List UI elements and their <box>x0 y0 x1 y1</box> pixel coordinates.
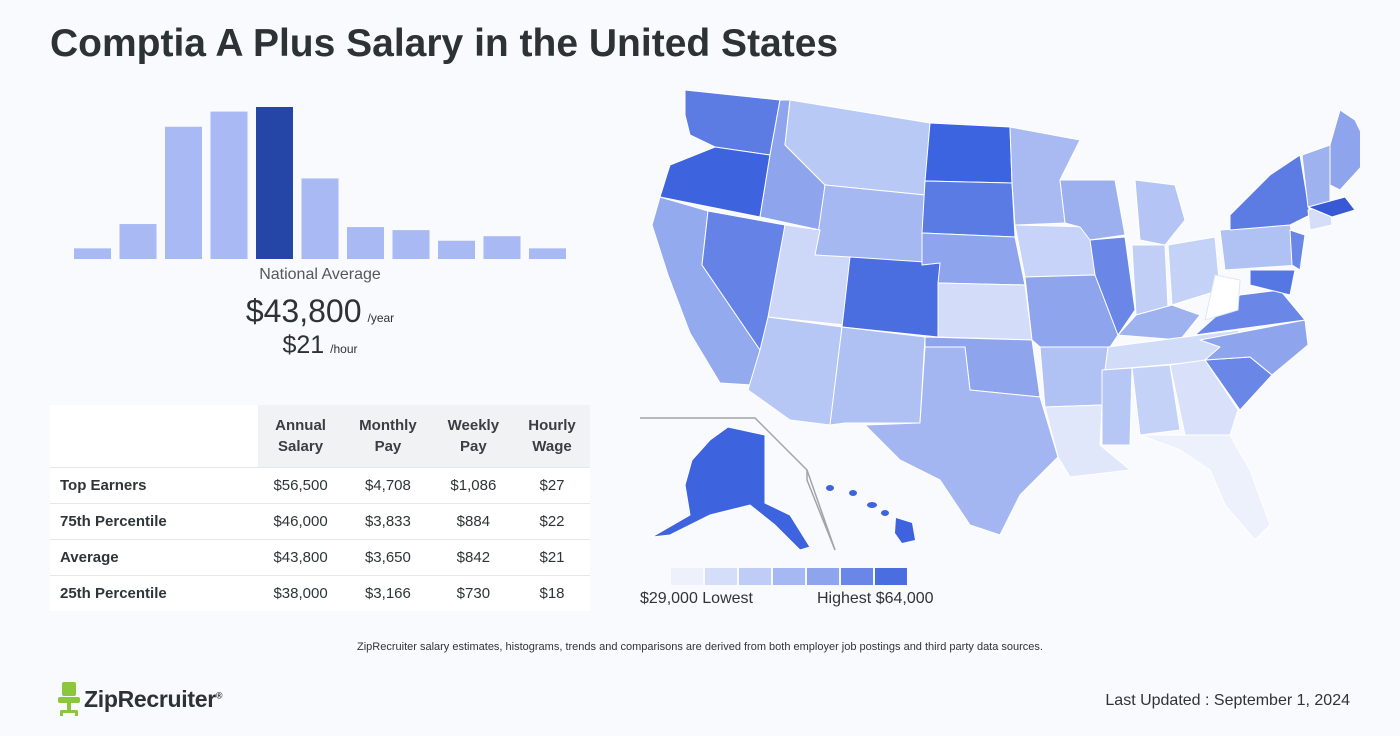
map-state-alabama <box>1131 364 1181 436</box>
row-label: Average <box>50 539 258 576</box>
alaska-inset-frame <box>640 417 836 551</box>
us-salary-map <box>640 85 1373 560</box>
legend-swatch <box>807 568 839 585</box>
map-state-pennsylvania <box>1219 224 1301 271</box>
legend-high-label: Highest $64,000 <box>817 590 934 607</box>
histogram-bar <box>347 227 384 259</box>
table-header-row: Annual Salary Monthly Pay Weekly Pay Hourly… <box>50 405 590 468</box>
table-row: 25th Percentile $38,000 $3,166 $730 $18 <box>50 575 590 611</box>
ziprecruiter-logo[interactable]: ZipRecruiter® <box>58 682 223 716</box>
histogram-bar <box>165 126 202 259</box>
histogram-bar <box>529 248 566 259</box>
legend-swatches <box>671 568 907 585</box>
legend-swatch <box>739 568 771 585</box>
map-state-arkansas <box>1039 346 1109 408</box>
us-map-svg <box>640 89 1373 551</box>
table-header-blank <box>50 405 258 468</box>
map-state-mississippi <box>1101 367 1133 446</box>
table-row: 75th Percentile $46,000 $3,833 $884 $22 <box>50 503 590 540</box>
legend-swatch <box>705 568 737 585</box>
map-state-massachusetts <box>1307 196 1356 218</box>
hourly-salary-value: $21 <box>282 331 325 359</box>
map-state-new-jersey <box>1289 229 1306 271</box>
table-cell: $46,000 <box>258 503 344 540</box>
histogram-bar <box>210 111 248 259</box>
table-header-monthly: Monthly Pay <box>343 405 433 468</box>
map-legend <box>671 568 911 586</box>
map-state-hawaii <box>826 485 915 543</box>
table-cell: $3,166 <box>343 575 433 611</box>
map-state-washington <box>684 89 781 156</box>
table-cell: $4,708 <box>343 467 433 504</box>
logo-text: ZipRecruiter® <box>84 685 223 712</box>
map-state-wyoming <box>814 184 926 266</box>
map-state-kansas <box>937 282 1033 341</box>
table-cell: $18 <box>514 575 590 611</box>
histogram-bar <box>301 178 339 259</box>
pay-table: Annual Salary Monthly Pay Weekly Pay Hourly… <box>50 405 590 611</box>
table-header-annual: Annual Salary <box>258 405 344 468</box>
map-state-south-dakota <box>921 180 1016 238</box>
map-state-michigan <box>1134 179 1186 246</box>
page-title: Comptia A Plus Salary in the United Stat… <box>50 22 839 65</box>
annual-salary-value: $43,800 <box>245 293 362 329</box>
map-state-iowa <box>1014 224 1096 278</box>
table-cell: $1,086 <box>432 467 515 504</box>
map-state-illinois <box>1089 236 1136 336</box>
hourly-salary-unit: /hour <box>330 342 358 356</box>
histogram-bar <box>483 236 521 259</box>
annual-salary-unit: /year <box>367 311 395 325</box>
map-state-new-york <box>1229 154 1311 231</box>
table-cell: $21 <box>514 539 590 576</box>
map-state-north-carolina <box>1199 319 1309 376</box>
map-state-florida <box>1139 434 1271 541</box>
map-state-new-mexico <box>829 326 926 426</box>
map-state-alaska <box>651 426 811 551</box>
table-header-hourly: Hourly Wage <box>514 405 590 468</box>
table-cell: $56,500 <box>258 467 344 504</box>
row-label: Top Earners <box>50 467 258 504</box>
histogram-bar <box>392 230 430 259</box>
map-state-colorado <box>841 256 941 338</box>
histogram-bar <box>438 240 475 259</box>
table-cell: $730 <box>432 575 515 611</box>
table-cell: $884 <box>432 503 515 540</box>
annual-salary: $43,800/year <box>50 293 590 330</box>
legend-swatch <box>773 568 805 585</box>
last-updated: Last Updated : September 1, 2024 <box>1105 692 1350 709</box>
map-state-texas <box>864 346 1059 536</box>
map-state-maryland <box>1249 269 1296 296</box>
legend-swatch <box>671 568 703 585</box>
row-label: 75th Percentile <box>50 503 258 540</box>
chair-icon <box>58 682 80 716</box>
map-state-west-virginia <box>1204 274 1241 321</box>
map-state-maine <box>1329 109 1373 191</box>
table-cell: $27 <box>514 467 590 504</box>
disclaimer: ZipRecruiter salary estimates, histogram… <box>357 641 1043 653</box>
table-header-weekly: Weekly Pay <box>432 405 515 468</box>
table-cell: $43,800 <box>258 539 344 576</box>
national-average-label: National Average <box>259 266 381 283</box>
map-state-indiana <box>1131 244 1169 316</box>
hawaii-inset-frame <box>806 470 836 551</box>
salary-histogram <box>70 100 570 260</box>
table-cell: $3,650 <box>343 539 433 576</box>
hourly-salary: $21/hour <box>50 331 590 360</box>
row-label: 25th Percentile <box>50 575 258 611</box>
table-row: Top Earners $56,500 $4,708 $1,086 $27 <box>50 467 590 504</box>
table-cell: $842 <box>432 539 515 576</box>
histogram-bar <box>119 224 157 259</box>
table-cell: $3,833 <box>343 503 433 540</box>
histogram-bar <box>74 248 111 259</box>
table-row: Average $43,800 $3,650 $842 $21 <box>50 539 590 576</box>
histogram-bar-highlight <box>256 107 293 259</box>
histogram-svg <box>74 107 566 259</box>
legend-swatch <box>875 568 907 585</box>
legend-low-label: $29,000 Lowest <box>640 590 753 607</box>
legend-swatch <box>841 568 873 585</box>
table-cell: $38,000 <box>258 575 344 611</box>
map-state-georgia <box>1169 359 1239 436</box>
map-state-north-dakota <box>924 122 1013 184</box>
table-cell: $22 <box>514 503 590 540</box>
